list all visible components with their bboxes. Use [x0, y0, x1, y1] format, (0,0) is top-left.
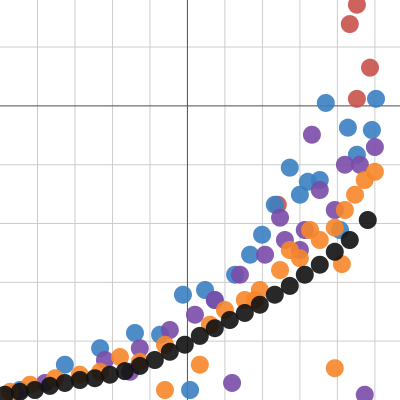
scatter-point: [361, 58, 380, 77]
scatter-point: [85, 369, 104, 388]
scatter-point: [130, 339, 149, 358]
scatter-point: [253, 225, 272, 244]
scatter-point: [0, 385, 14, 400]
scatter-point: [271, 208, 290, 227]
scatter-point: [325, 242, 344, 261]
scatter-point: [10, 382, 29, 400]
scatter-point: [362, 121, 381, 139]
scatter-point: [190, 326, 209, 345]
scatter-point: [70, 371, 89, 389]
scatter-point: [190, 355, 209, 374]
scatter-point: [40, 376, 59, 395]
scatter-point: [271, 261, 290, 279]
scatter-point: [265, 285, 284, 304]
scatter-point: [160, 321, 179, 339]
scatter-point: [340, 15, 359, 34]
scatter-point: [110, 348, 129, 367]
scatter-point: [230, 265, 249, 284]
scatter-point: [205, 319, 224, 338]
scatter-point: [175, 335, 194, 354]
scatter-point: [130, 356, 149, 375]
scatter-point: [335, 201, 354, 219]
scatter-point: [250, 295, 269, 314]
scatter-point: [256, 245, 275, 264]
scatter-point: [145, 351, 164, 369]
scatter-point: [55, 355, 74, 374]
scatter-point: [367, 89, 386, 108]
scatter-point: [173, 285, 192, 304]
scatter-point: [223, 373, 242, 392]
scatter-point: [325, 218, 344, 237]
scatter-point: [347, 89, 366, 108]
scatter-point: [316, 93, 335, 112]
scatter-point: [241, 245, 260, 264]
scatter-point: [100, 365, 119, 384]
scatter-point: [302, 125, 321, 144]
scatter-point: [335, 155, 354, 174]
scatter-point: [25, 381, 44, 399]
scatter-point: [280, 276, 299, 295]
scatter-point: [340, 231, 359, 249]
scatter-point: [55, 373, 74, 392]
scatter-point: [346, 185, 365, 204]
scatter-point: [355, 385, 374, 400]
scatter-point: [365, 162, 384, 181]
scatter-point: [310, 255, 329, 274]
scatter-point: [185, 305, 204, 324]
scatter-point: [338, 118, 357, 137]
scatter-point: [115, 362, 134, 381]
scatter-point: [310, 181, 329, 199]
scatter-point: [220, 311, 239, 329]
scatter-point: [181, 381, 200, 399]
scatter-point: [280, 241, 299, 259]
scatter-point: [365, 138, 384, 157]
scatter-point: [295, 265, 314, 284]
scatter-point: [347, 0, 366, 14]
scatter-point: [325, 359, 344, 378]
scatter-point: [350, 155, 369, 174]
scatter-point: [290, 185, 309, 204]
scatter-point: [235, 303, 254, 322]
scatter-point: [125, 323, 144, 342]
scatter-point: [280, 158, 299, 177]
scatter-point: [155, 381, 174, 399]
scatter-point: [301, 221, 320, 239]
scatter-point: [358, 211, 377, 229]
scatter-point: [160, 342, 179, 361]
